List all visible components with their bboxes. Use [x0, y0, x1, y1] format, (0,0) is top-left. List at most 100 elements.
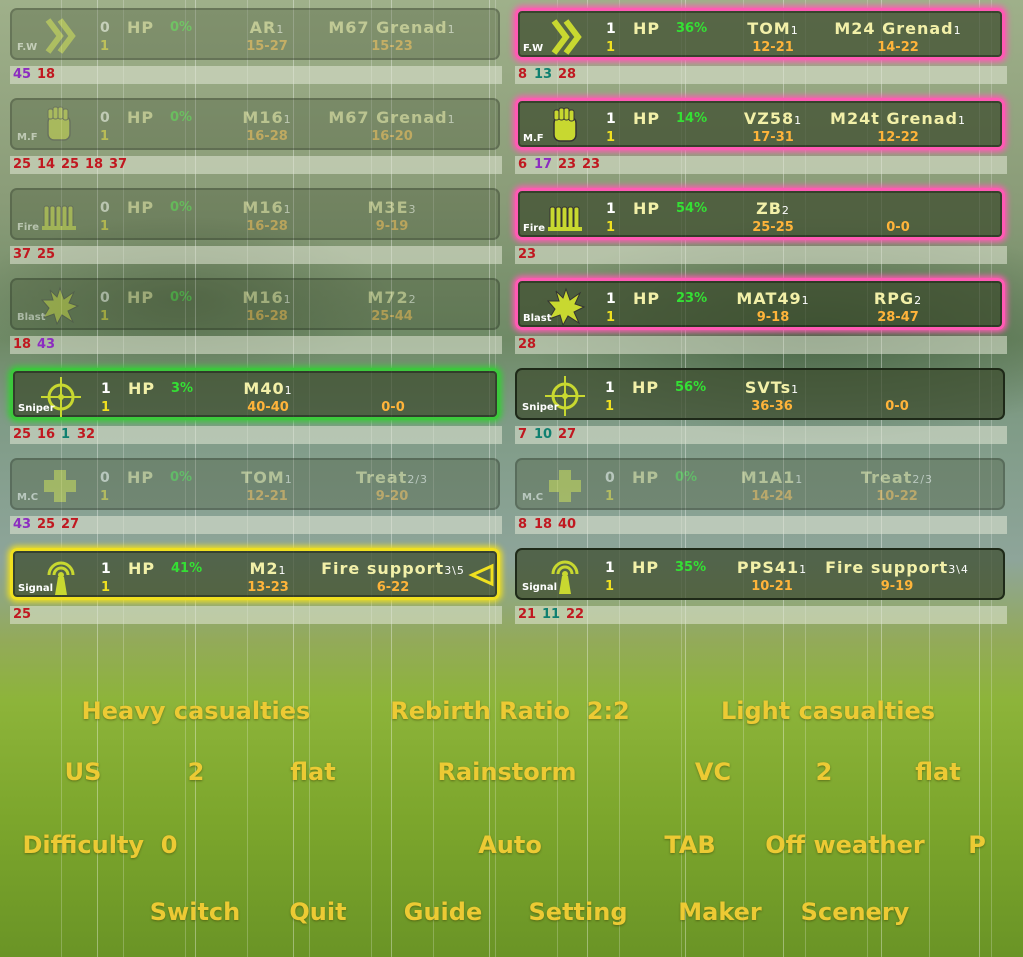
- weapon-name: ZB2: [756, 199, 790, 218]
- hp-value: 56%: [675, 380, 707, 395]
- weapon-title: RPG: [873, 289, 915, 308]
- stat-value: 8: [518, 517, 528, 532]
- stat-value: 25: [61, 157, 80, 172]
- menu-button[interactable]: Rebirth Ratio 2:2: [390, 697, 630, 725]
- unit-icon: [40, 286, 80, 326]
- weapon-range: 17-31: [752, 130, 794, 145]
- unit-card: M.F 1 1 HP 14% VZ581 17-31 M24t Grenad1 12-22: [515, 98, 1005, 150]
- unit-tag: M.C: [17, 492, 39, 503]
- weapon-name: M67 Grenad1: [328, 108, 455, 127]
- unit-alive: 0: [605, 470, 615, 486]
- unit-tag: Fire: [523, 223, 545, 234]
- weapon-count: 1: [790, 24, 799, 37]
- unit-lives: 1: [101, 400, 111, 415]
- weapon-count: 1: [278, 564, 287, 577]
- stat-value: 27: [558, 427, 577, 442]
- weapon-title: PPS41: [736, 558, 800, 577]
- unit-card: M.C 0 1 HP 0% TOM1 12-21 Treat2/3 9-20: [10, 458, 500, 510]
- stat-strip: [10, 246, 502, 264]
- hp-value: 0%: [170, 200, 193, 215]
- weapon-range: 16-28: [246, 219, 288, 234]
- menu-button[interactable]: P: [968, 831, 986, 859]
- weapon-count: 1: [795, 473, 804, 486]
- menu-button[interactable]: TAB: [664, 831, 716, 859]
- menu-button[interactable]: US: [64, 758, 102, 786]
- stat-value: 25: [13, 607, 32, 622]
- stat-value: 28: [558, 67, 577, 82]
- menu-button[interactable]: flat: [290, 758, 336, 786]
- unit-lives: 1: [606, 40, 616, 55]
- unit-card: F.W 1 1 HP 36% TOM1 12-21 M24 Grenad1 14-22: [515, 8, 1005, 60]
- stat-value: 6: [518, 157, 528, 172]
- unit-lives: 1: [605, 399, 615, 414]
- unit-alive: 1: [605, 380, 615, 396]
- menu-button[interactable]: 2: [187, 758, 205, 786]
- weapon-range: 40-40: [247, 400, 289, 415]
- weapon-count: 2: [781, 204, 790, 217]
- stat-value: 37: [109, 157, 128, 172]
- menu-button[interactable]: Light casualties: [720, 697, 936, 725]
- menu-button[interactable]: Setting: [528, 898, 628, 926]
- menu-button[interactable]: VC: [694, 758, 732, 786]
- weapon-name: AR1: [250, 18, 285, 37]
- hp-label: HP: [128, 559, 156, 578]
- weapon-range: 10-21: [751, 579, 793, 594]
- hp-label: HP: [127, 18, 155, 37]
- stat-value: 25: [37, 517, 56, 532]
- hp-value: 36%: [676, 21, 708, 36]
- unit-tag: M.F: [17, 132, 38, 143]
- unit-alive: 0: [100, 20, 110, 36]
- stat-value: 40: [558, 517, 577, 532]
- weapon-count: 3: [408, 203, 417, 216]
- hp-value: 0%: [170, 20, 193, 35]
- menu-button[interactable]: Quit: [289, 898, 347, 926]
- stat-value: 10: [534, 427, 553, 442]
- unit-card: Signal 1 1 HP 35% PPS411 10-21 Fire support3\4 9…: [515, 548, 1005, 600]
- unit-lives: 1: [100, 39, 110, 54]
- menu-button[interactable]: flat: [915, 758, 961, 786]
- unit-lives: 1: [606, 310, 616, 325]
- unit-lives: 1: [100, 129, 110, 144]
- menu-button[interactable]: Switch: [149, 898, 241, 926]
- unit-card: Fire 1 1 HP 54% ZB2 25-25 0-0: [515, 188, 1005, 240]
- stat-strip: [515, 516, 1007, 534]
- weapon-name: M161: [242, 198, 291, 217]
- weapon-range: 16-28: [246, 129, 288, 144]
- menu-button[interactable]: 2: [815, 758, 833, 786]
- weapon-range: 14-24: [751, 489, 793, 504]
- weapon-range: 14-22: [877, 40, 919, 55]
- weapon-name: RPG2: [874, 289, 922, 308]
- weapon-range: 0-0: [885, 399, 909, 414]
- weapon-count: 1: [953, 24, 962, 37]
- menu-button[interactable]: Rainstorm: [437, 758, 577, 786]
- stat-value: 13: [534, 67, 553, 82]
- stat-value: 43: [13, 517, 32, 532]
- unit-icon: [546, 287, 586, 327]
- stat-value: 22: [566, 607, 585, 622]
- stat-strip: [10, 606, 502, 624]
- menu-button[interactable]: Scenery: [800, 898, 910, 926]
- hp-value: 35%: [675, 560, 707, 575]
- unit-icon: [45, 18, 76, 54]
- weapon-count: 1: [799, 563, 808, 576]
- weapon-title: SVTs: [744, 378, 792, 397]
- stat-value: 23: [582, 157, 601, 172]
- menu-button[interactable]: Guide: [403, 898, 483, 926]
- menu-button[interactable]: Difficulty 0: [22, 831, 178, 859]
- menu-button[interactable]: Auto: [478, 831, 542, 859]
- unit-icon: [545, 376, 585, 416]
- stat-strip: [10, 426, 502, 444]
- menu-button[interactable]: Heavy casualties: [81, 697, 311, 725]
- stat-value: 16: [37, 427, 56, 442]
- hp-label: HP: [633, 19, 661, 38]
- menu-button[interactable]: Off weather: [765, 831, 925, 859]
- unit-tag: Blast: [17, 312, 46, 323]
- stat-value: 23: [558, 157, 577, 172]
- unit-lives: 1: [100, 489, 110, 504]
- weapon-name: M67 Grenad1: [328, 18, 455, 37]
- unit-lives: 1: [605, 579, 615, 594]
- hp-value: 0%: [170, 290, 193, 305]
- menu-button[interactable]: Maker: [678, 898, 762, 926]
- unit-alive: 1: [606, 201, 616, 217]
